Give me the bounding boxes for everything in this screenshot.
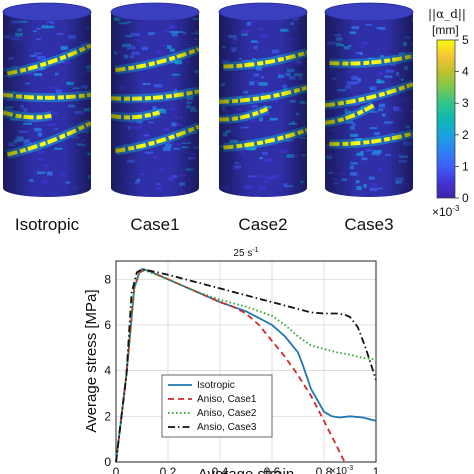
cylinder-label: Isotropic	[15, 215, 80, 234]
plot-series	[115, 267, 377, 463]
colorbar-title: ||α_d||	[428, 7, 466, 21]
cylinder-case2: Case2	[218, 2, 308, 234]
damage-cylinders: Isotropic Case1 Case2 Case3	[2, 2, 414, 234]
legend-entry: Isotropic	[197, 380, 235, 391]
x-tick-label: 0	[113, 465, 120, 474]
cylinder-label: Case2	[238, 215, 287, 234]
colorbar-tick-label: 5	[462, 33, 469, 47]
series-line-1	[115, 267, 377, 463]
colorbar-tick-label: 4	[462, 65, 469, 79]
legend-entry: Aniso, Case2	[197, 408, 257, 419]
x-tick-label: 0.8	[316, 465, 333, 474]
colorbar: ||α_d|| [mm] 0 1 2 3 4 5 ×10-3	[428, 7, 469, 219]
cylinder-case1: Case1	[110, 2, 200, 234]
cylinder-case3: Case3	[324, 2, 414, 234]
plot-title: 25 s-1	[233, 247, 258, 259]
y-tick-label: 6	[104, 318, 111, 332]
x-axis-label: Average strain	[198, 466, 294, 474]
colorbar-tick-label: 3	[462, 96, 469, 110]
series-line-4	[115, 268, 377, 463]
cylinder-label: Case1	[130, 215, 179, 234]
colorbar-tick-label: 0	[462, 191, 469, 205]
plot-axes-frame	[115, 260, 377, 463]
y-tick-label: 0	[104, 455, 111, 469]
cylinder-isotropic: Isotropic	[2, 2, 92, 234]
x-tick-label: 0.4	[212, 465, 229, 474]
colorbar-tick-label: 2	[462, 128, 469, 142]
x-tick-label: 0.6	[264, 465, 281, 474]
y-tick-label: 2	[104, 409, 111, 423]
y-axis-label: Average stress [MPa]	[83, 289, 100, 432]
y-tick-labels: 0 2 4 6 8	[104, 272, 111, 469]
x-tick-label: 1	[373, 465, 380, 474]
y-tick-label: 8	[104, 272, 111, 286]
legend-entry: Aniso, Case1	[197, 394, 257, 405]
colorbar-scale	[436, 39, 456, 199]
colorbar-tick-label: 1	[462, 159, 469, 173]
colorbar-exponent: ×10-3	[432, 204, 460, 219]
legend-entry: Ansio, Case3	[197, 422, 257, 433]
series-line-3	[115, 269, 377, 463]
y-tick-label: 4	[104, 364, 111, 378]
x-tick-label: 0.2	[160, 465, 177, 474]
x-axis-exponent: ×10-3	[330, 465, 353, 474]
plot-legend: Isotropic Aniso, Case1 Aniso, Case2 Ansio, …	[161, 374, 273, 438]
colorbar-ticks: 0 1 2 3 4 5	[455, 33, 469, 205]
stress-strain-plot: 25 s-1 0 0.2 0.4 0.6 0.8 1 0 2 4 6 8 Average stre…	[83, 247, 380, 474]
colorbar-unit: [mm]	[432, 23, 459, 37]
x-tick-labels: 0 0.2 0.4 0.6 0.8 1	[113, 465, 380, 474]
cylinder-label: Case3	[344, 215, 393, 234]
